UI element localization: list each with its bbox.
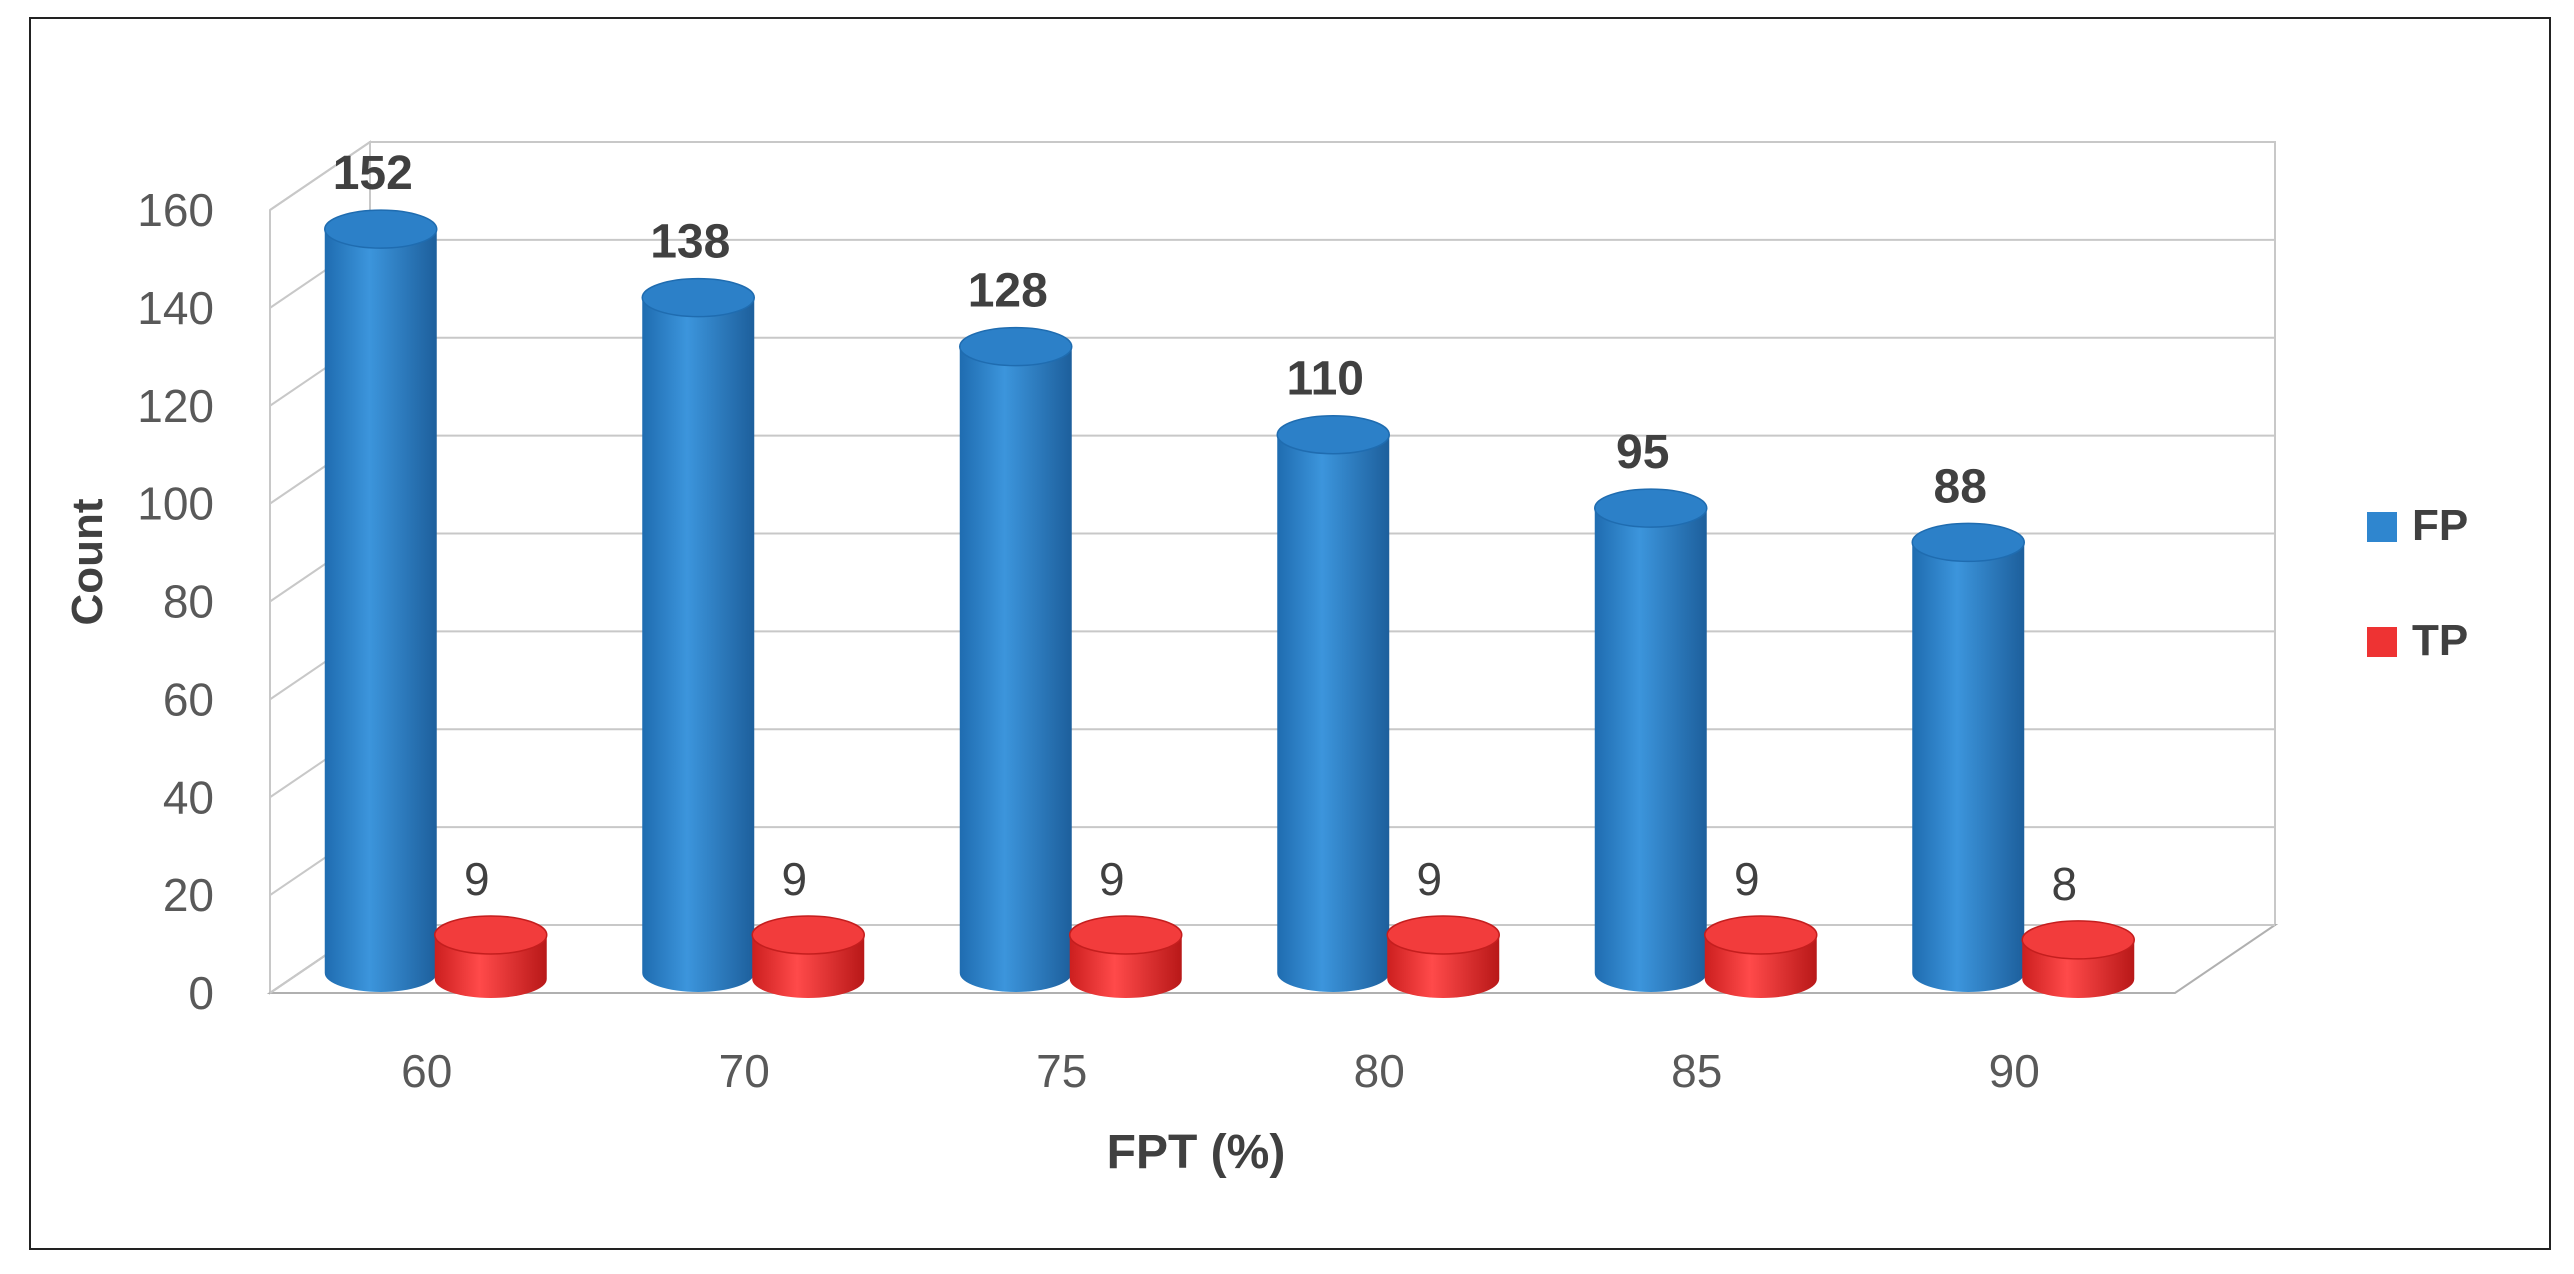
legend-swatch-tp	[2367, 627, 2397, 657]
bar-fp-body	[642, 297, 755, 993]
y-tick-label: 120	[137, 380, 214, 432]
x-tick-label: 70	[719, 1045, 770, 1097]
bar-tp-top	[1386, 915, 1500, 955]
bar-fp-body	[324, 229, 437, 992]
bar-fp	[641, 277, 755, 993]
y-tick-label: 60	[163, 673, 214, 725]
y-axis-label: Count	[63, 498, 112, 625]
bar-fp-body	[959, 346, 1072, 993]
bar-tp-top	[2021, 920, 2135, 960]
legend-label-fp: FP	[2412, 501, 2468, 550]
bar-fp-top	[641, 277, 755, 318]
x-tick-label: 90	[1989, 1045, 2040, 1097]
bar-fp-top	[1594, 488, 1708, 528]
y-tick-label: 140	[137, 282, 214, 334]
data-label-fp: 152	[333, 147, 413, 200]
data-label-tp: 9	[1416, 853, 1442, 905]
legend-swatch-fp	[2367, 512, 2397, 542]
legend: FP TP	[2367, 501, 2468, 665]
bar-tp-top	[434, 915, 548, 955]
bars	[324, 209, 2135, 999]
data-label-tp: 9	[1734, 853, 1760, 905]
legend-label-tp: TP	[2412, 616, 2468, 665]
bar-tp	[1386, 915, 1500, 999]
y-tick-label: 160	[137, 184, 214, 236]
x-axis-ticks: 60 70 75 80 85 90	[401, 1045, 2040, 1097]
bar-fp	[959, 326, 1073, 993]
y-tick-label: 0	[188, 967, 214, 1019]
y-tick-label: 100	[137, 478, 214, 530]
data-label-tp: 9	[781, 853, 807, 905]
bar-fp-body	[1912, 542, 2025, 992]
bar-tp-top	[751, 915, 865, 955]
data-label-fp: 128	[968, 265, 1048, 318]
y-tick-label: 40	[163, 771, 214, 823]
bar-tp-top	[1069, 915, 1183, 955]
bar-fp-top	[1911, 522, 2025, 563]
data-label-fp: 110	[1287, 353, 1364, 406]
gridline-side	[269, 141, 371, 211]
data-label-fp: 88	[1934, 460, 1987, 513]
bar-tp	[2021, 920, 2135, 999]
bar-tp-top	[1704, 915, 1818, 955]
bar-fp-body	[1594, 508, 1707, 992]
bar-fp	[1594, 488, 1708, 992]
bar-fp	[324, 209, 438, 992]
data-label-fp: 138	[650, 216, 730, 269]
bar-tp	[1704, 915, 1818, 999]
bar-fp-top	[324, 209, 438, 249]
x-tick-label: 75	[1036, 1045, 1087, 1097]
bar-tp	[1069, 915, 1183, 999]
y-tick-label: 20	[163, 869, 214, 921]
x-tick-label: 80	[1354, 1045, 1405, 1097]
bar-tp	[434, 915, 548, 999]
x-axis-label: FPT (%)	[1107, 1126, 1286, 1179]
y-tick-label: 80	[163, 576, 214, 628]
bar-fp-top	[959, 326, 1073, 367]
bar-fp	[1911, 522, 2025, 992]
data-label-tp: 9	[1099, 853, 1125, 905]
data-label-fp: 95	[1616, 426, 1669, 479]
bar-tp	[751, 915, 865, 999]
x-tick-label: 60	[401, 1045, 452, 1097]
bar-fp-top	[1276, 414, 1390, 455]
bar-fp	[1276, 414, 1390, 992]
x-tick-label: 85	[1671, 1045, 1722, 1097]
y-axis-ticks: 0 20 40 60 80 100 120 140 160	[137, 184, 214, 1019]
data-label-tp: 9	[464, 853, 490, 905]
data-label-tp: 8	[2051, 858, 2077, 910]
bar-fp-body	[1277, 434, 1390, 992]
